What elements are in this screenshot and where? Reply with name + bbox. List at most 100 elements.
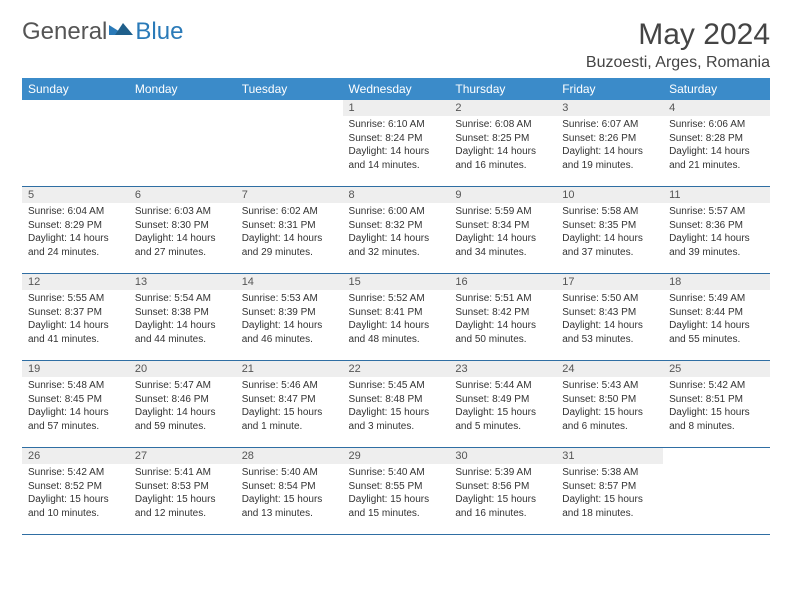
day-line: Sunset: 8:49 PM xyxy=(455,393,550,407)
calendar-cell: 1Sunrise: 6:10 AMSunset: 8:24 PMDaylight… xyxy=(343,100,450,187)
day-line: and 37 minutes. xyxy=(562,246,657,260)
day-number: 15 xyxy=(343,274,450,290)
day-line: Sunset: 8:51 PM xyxy=(669,393,764,407)
day-line: Daylight: 14 hours xyxy=(455,232,550,246)
day-line: Sunset: 8:57 PM xyxy=(562,480,657,494)
day-line: Sunset: 8:56 PM xyxy=(455,480,550,494)
day-line: Daylight: 15 hours xyxy=(562,406,657,420)
day-line: Sunset: 8:52 PM xyxy=(28,480,123,494)
logo-mark-icon xyxy=(109,18,135,46)
day-line: Daylight: 14 hours xyxy=(349,145,444,159)
day-body: Sunrise: 5:50 AMSunset: 8:43 PMDaylight:… xyxy=(556,290,663,350)
day-line: Sunrise: 5:42 AM xyxy=(669,379,764,393)
day-line: Daylight: 14 hours xyxy=(562,232,657,246)
day-line: Daylight: 15 hours xyxy=(135,493,230,507)
day-line: and 53 minutes. xyxy=(562,333,657,347)
calendar-table: Sunday Monday Tuesday Wednesday Thursday… xyxy=(22,78,770,535)
day-body: Sunrise: 5:40 AMSunset: 8:55 PMDaylight:… xyxy=(343,464,450,524)
calendar-cell: 16Sunrise: 5:51 AMSunset: 8:42 PMDayligh… xyxy=(449,274,556,361)
day-body: Sunrise: 5:47 AMSunset: 8:46 PMDaylight:… xyxy=(129,377,236,437)
day-line: Sunrise: 5:51 AM xyxy=(455,292,550,306)
day-number: 6 xyxy=(129,187,236,203)
day-line: and 39 minutes. xyxy=(669,246,764,260)
calendar-cell: 8Sunrise: 6:00 AMSunset: 8:32 PMDaylight… xyxy=(343,187,450,274)
day-line: Sunrise: 6:08 AM xyxy=(455,118,550,132)
calendar-row: 5Sunrise: 6:04 AMSunset: 8:29 PMDaylight… xyxy=(22,187,770,274)
day-body xyxy=(22,104,129,110)
day-number: 9 xyxy=(449,187,556,203)
calendar-cell: 14Sunrise: 5:53 AMSunset: 8:39 PMDayligh… xyxy=(236,274,343,361)
day-number: 18 xyxy=(663,274,770,290)
day-body xyxy=(236,104,343,110)
day-body: Sunrise: 5:52 AMSunset: 8:41 PMDaylight:… xyxy=(343,290,450,350)
calendar-cell: 25Sunrise: 5:42 AMSunset: 8:51 PMDayligh… xyxy=(663,361,770,448)
logo-text-2: Blue xyxy=(135,18,183,46)
day-line: Sunset: 8:44 PM xyxy=(669,306,764,320)
day-line: Sunrise: 6:03 AM xyxy=(135,205,230,219)
logo-text-1: General xyxy=(22,18,107,46)
day-line: Daylight: 14 hours xyxy=(349,319,444,333)
day-number: 28 xyxy=(236,448,343,464)
day-line: Sunrise: 6:02 AM xyxy=(242,205,337,219)
day-line: and 48 minutes. xyxy=(349,333,444,347)
calendar-cell: 29Sunrise: 5:40 AMSunset: 8:55 PMDayligh… xyxy=(343,448,450,535)
weekday-header: Sunday xyxy=(22,78,129,100)
day-body: Sunrise: 5:49 AMSunset: 8:44 PMDaylight:… xyxy=(663,290,770,350)
weekday-header: Thursday xyxy=(449,78,556,100)
day-line: Sunrise: 6:06 AM xyxy=(669,118,764,132)
day-line: Sunset: 8:25 PM xyxy=(455,132,550,146)
calendar-cell: 15Sunrise: 5:52 AMSunset: 8:41 PMDayligh… xyxy=(343,274,450,361)
day-line: and 16 minutes. xyxy=(455,159,550,173)
day-body xyxy=(129,104,236,110)
day-number: 1 xyxy=(343,100,450,116)
day-line: and 57 minutes. xyxy=(28,420,123,434)
day-line: Sunrise: 5:57 AM xyxy=(669,205,764,219)
day-number: 20 xyxy=(129,361,236,377)
day-line: Daylight: 14 hours xyxy=(28,406,123,420)
day-number: 11 xyxy=(663,187,770,203)
day-line: and 18 minutes. xyxy=(562,507,657,521)
calendar-cell: 30Sunrise: 5:39 AMSunset: 8:56 PMDayligh… xyxy=(449,448,556,535)
day-line: and 12 minutes. xyxy=(135,507,230,521)
day-line: Sunrise: 5:39 AM xyxy=(455,466,550,480)
day-line: Sunrise: 5:50 AM xyxy=(562,292,657,306)
day-number: 7 xyxy=(236,187,343,203)
weekday-header: Friday xyxy=(556,78,663,100)
calendar-row: 1Sunrise: 6:10 AMSunset: 8:24 PMDaylight… xyxy=(22,100,770,187)
day-line: Daylight: 14 hours xyxy=(135,319,230,333)
day-line: Sunset: 8:34 PM xyxy=(455,219,550,233)
day-body: Sunrise: 5:45 AMSunset: 8:48 PMDaylight:… xyxy=(343,377,450,437)
day-number: 24 xyxy=(556,361,663,377)
day-line: Daylight: 14 hours xyxy=(28,232,123,246)
day-line: and 32 minutes. xyxy=(349,246,444,260)
day-line: Daylight: 14 hours xyxy=(562,145,657,159)
day-body: Sunrise: 5:57 AMSunset: 8:36 PMDaylight:… xyxy=(663,203,770,263)
day-number: 29 xyxy=(343,448,450,464)
day-line: Sunrise: 6:04 AM xyxy=(28,205,123,219)
calendar-cell: 10Sunrise: 5:58 AMSunset: 8:35 PMDayligh… xyxy=(556,187,663,274)
title-block: May 2024 Buzoesti, Arges, Romania xyxy=(586,18,770,72)
calendar-cell: 27Sunrise: 5:41 AMSunset: 8:53 PMDayligh… xyxy=(129,448,236,535)
day-line: Sunrise: 5:44 AM xyxy=(455,379,550,393)
day-line: and 8 minutes. xyxy=(669,420,764,434)
location: Buzoesti, Arges, Romania xyxy=(586,54,770,72)
calendar-cell: 20Sunrise: 5:47 AMSunset: 8:46 PMDayligh… xyxy=(129,361,236,448)
day-number: 8 xyxy=(343,187,450,203)
day-body: Sunrise: 5:48 AMSunset: 8:45 PMDaylight:… xyxy=(22,377,129,437)
calendar-cell: 13Sunrise: 5:54 AMSunset: 8:38 PMDayligh… xyxy=(129,274,236,361)
day-line: Sunrise: 5:48 AM xyxy=(28,379,123,393)
day-number: 16 xyxy=(449,274,556,290)
day-line: and 1 minute. xyxy=(242,420,337,434)
day-number: 25 xyxy=(663,361,770,377)
day-line: Sunset: 8:41 PM xyxy=(349,306,444,320)
day-number: 21 xyxy=(236,361,343,377)
day-line: Daylight: 14 hours xyxy=(669,319,764,333)
calendar-cell: 4Sunrise: 6:06 AMSunset: 8:28 PMDaylight… xyxy=(663,100,770,187)
calendar-cell: 31Sunrise: 5:38 AMSunset: 8:57 PMDayligh… xyxy=(556,448,663,535)
day-line: and 14 minutes. xyxy=(349,159,444,173)
day-line: Daylight: 14 hours xyxy=(28,319,123,333)
day-body: Sunrise: 5:38 AMSunset: 8:57 PMDaylight:… xyxy=(556,464,663,524)
day-line: Daylight: 14 hours xyxy=(135,232,230,246)
day-line: Sunset: 8:47 PM xyxy=(242,393,337,407)
day-body: Sunrise: 6:00 AMSunset: 8:32 PMDaylight:… xyxy=(343,203,450,263)
